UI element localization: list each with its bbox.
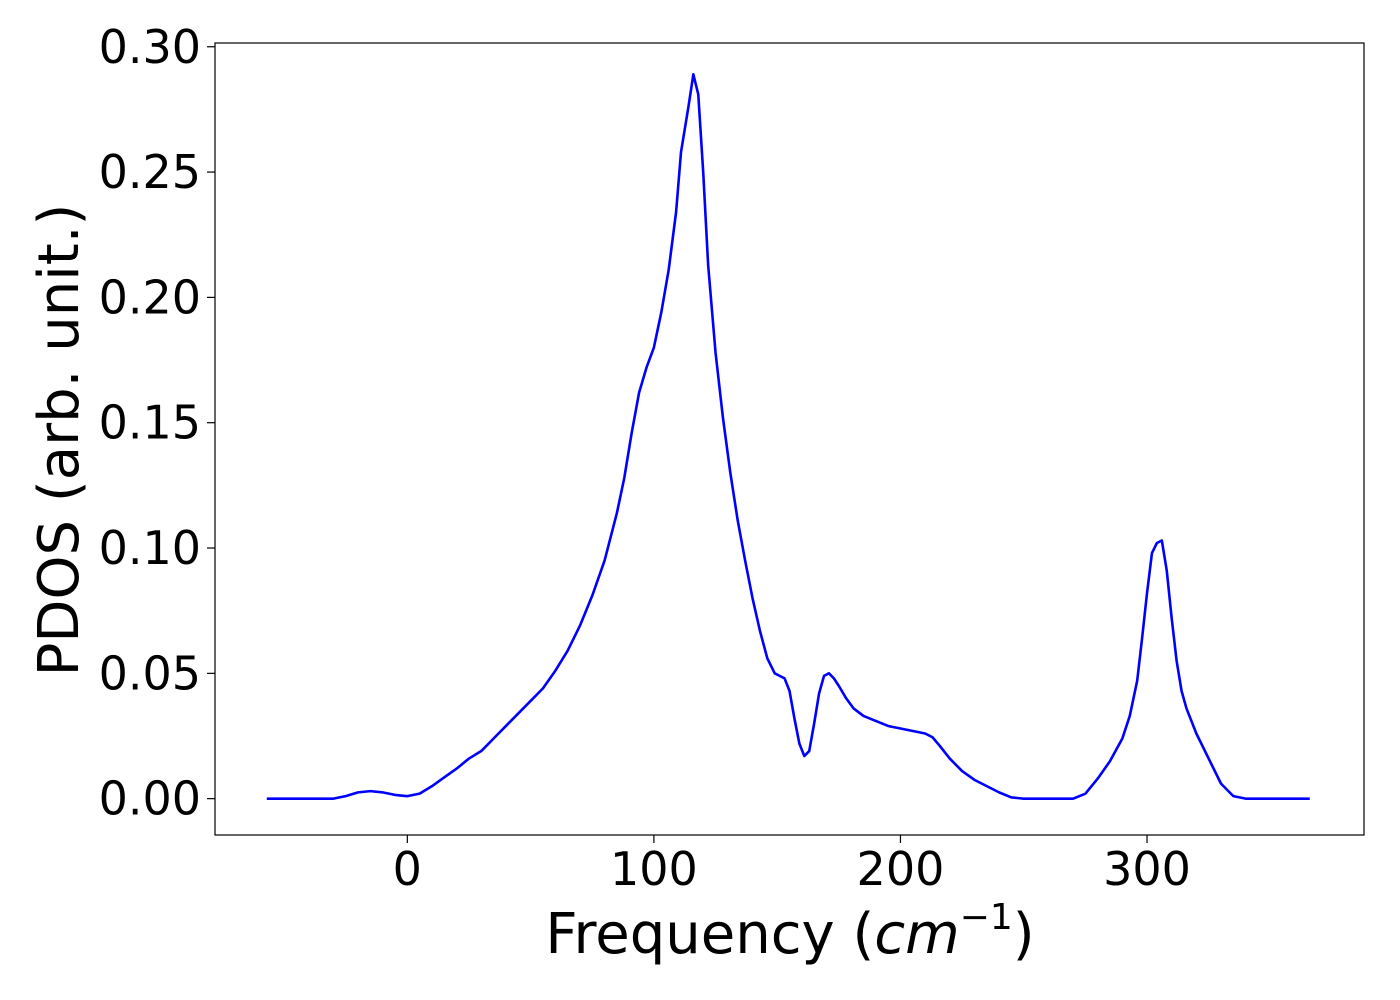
pdos-series-line [266, 73, 1310, 800]
y-tick-label: 0.00 [99, 772, 201, 826]
x-axis: 0 100 200 300 [393, 835, 1191, 896]
x-axis-title-exponent: −1 [960, 897, 1013, 938]
y-tick-label: 0.30 [99, 20, 201, 74]
x-tick-label: 200 [857, 842, 945, 896]
y-tick-label: 0.25 [99, 145, 201, 199]
y-tick-label: 0.15 [99, 396, 201, 450]
y-tick-label: 0.10 [99, 521, 201, 575]
plot-frame [214, 42, 1365, 836]
y-tick-label: 0.05 [99, 646, 201, 700]
x-axis-title-suffix: ) [1013, 902, 1035, 967]
y-axis: 0.00 0.05 0.10 0.15 0.20 0.25 0.30 [99, 20, 215, 826]
plot-area [214, 42, 1365, 836]
x-axis-title-prefix: Frequency ( [545, 902, 874, 967]
x-axis-title: Frequency (cm−1) [545, 897, 1034, 967]
y-tick-label: 0.20 [99, 270, 201, 324]
x-tick-label: 300 [1103, 842, 1191, 896]
y-axis-title: PDOS (arb. unit.) [27, 204, 92, 677]
x-tick-label: 100 [610, 842, 698, 896]
x-tick-label: 0 [393, 842, 422, 896]
x-axis-title-unit: cm [874, 902, 959, 967]
